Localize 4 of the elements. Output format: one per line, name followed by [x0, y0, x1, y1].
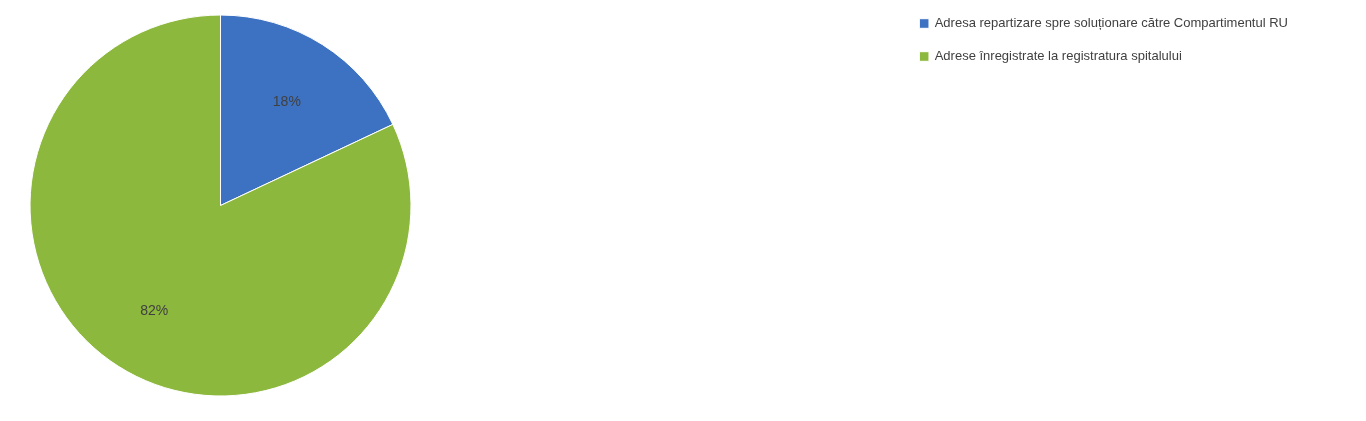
legend-label: Adrese înregistrate la registratura spitalului	[934, 48, 1182, 63]
data-label: 82%	[140, 302, 169, 319]
data-label: 18%	[272, 92, 301, 109]
legend-label: Adresa repartizare spre soluționare către Compartimentul RU	[934, 15, 1288, 30]
